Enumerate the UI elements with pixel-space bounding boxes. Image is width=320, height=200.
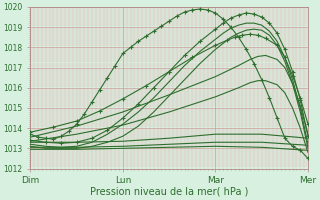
X-axis label: Pression niveau de la mer( hPa ): Pression niveau de la mer( hPa ) [90,187,248,197]
